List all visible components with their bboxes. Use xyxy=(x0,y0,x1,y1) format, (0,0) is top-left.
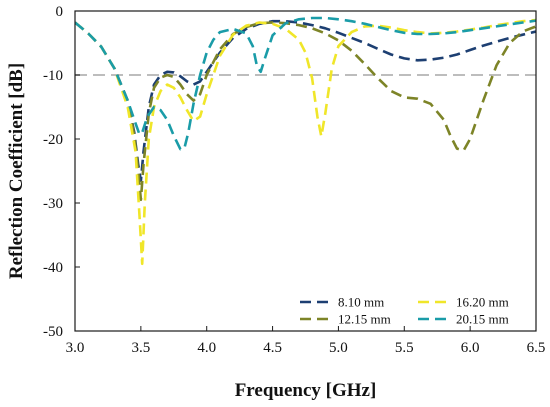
legend-label: 16.20 mm xyxy=(456,295,509,310)
x-tick-label: 5.5 xyxy=(395,340,414,356)
x-tick-label: 4.0 xyxy=(197,340,216,356)
y-axis-title: Reflection Coefficient [dB] xyxy=(6,63,27,279)
y-tick-label: 0 xyxy=(56,4,64,20)
series-line-2 xyxy=(75,23,536,200)
y-tick-label: -50 xyxy=(43,324,63,340)
x-axis-title: Frequency [GHz] xyxy=(235,380,377,401)
y-tick-label: -30 xyxy=(43,196,63,212)
series-line-3 xyxy=(75,20,536,264)
x-tick-label: 3.0 xyxy=(66,340,85,356)
y-tick-label: -20 xyxy=(43,132,63,148)
legend-label: 20.15 mm xyxy=(456,312,509,327)
legend: 8.10 mm 12.15 mm 16.20 mm 20.15 mm xyxy=(300,295,509,327)
y-tick-label: -40 xyxy=(43,260,63,276)
x-tick-label: 6.5 xyxy=(527,340,546,356)
x-tick-label: 4.5 xyxy=(263,340,282,356)
legend-label: 12.15 mm xyxy=(338,312,391,327)
y-tick-label: -10 xyxy=(43,68,63,84)
legend-label: 8.10 mm xyxy=(338,295,384,310)
x-tick-label: 6.0 xyxy=(461,340,480,356)
x-tick-label: 5.0 xyxy=(329,340,348,356)
x-tick-label: 3.5 xyxy=(131,340,150,356)
series-line-4 xyxy=(75,18,536,149)
